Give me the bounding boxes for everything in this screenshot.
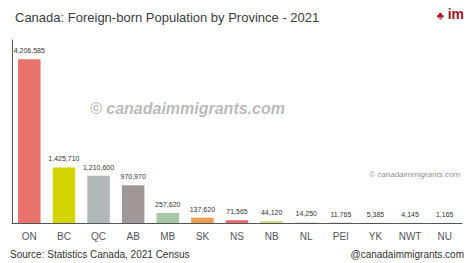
- svg-text:NL: NL: [300, 231, 313, 242]
- svg-text:© canadaimmigrants.com: © canadaimmigrants.com: [369, 170, 460, 179]
- svg-text:14,250: 14,250: [296, 210, 318, 217]
- svg-text:YK: YK: [369, 231, 383, 242]
- svg-text:BC: BC: [57, 231, 71, 242]
- svg-text:970,970: 970,970: [120, 173, 145, 180]
- svg-text:PEI: PEI: [333, 231, 349, 242]
- svg-text:44,120: 44,120: [261, 209, 283, 216]
- svg-text:AB: AB: [126, 231, 140, 242]
- svg-text:5,385: 5,385: [367, 211, 385, 218]
- svg-text:137,620: 137,620: [190, 206, 215, 213]
- svg-text:1,425,710: 1,425,710: [48, 155, 79, 162]
- svg-text:4,206,585: 4,206,585: [14, 47, 45, 54]
- svg-text:NU: NU: [437, 231, 451, 242]
- svg-text:257,620: 257,620: [155, 201, 180, 208]
- svg-text:Canada: Foreign-born Populatio: Canada: Foreign-born Population by Provi…: [15, 10, 319, 25]
- svg-text:1,165: 1,165: [436, 211, 454, 218]
- svg-text:71,565: 71,565: [226, 208, 248, 215]
- svg-text:© canadaimmigrants.com: © canadaimmigrants.com: [90, 100, 285, 117]
- svg-text:NS: NS: [230, 231, 244, 242]
- svg-text:1,210,600: 1,210,600: [83, 164, 114, 171]
- svg-text:im: im: [448, 6, 464, 22]
- svg-text:Source: Statistics Canada, 202: Source: Statistics Canada, 2021 Census: [10, 249, 190, 260]
- svg-text:4,145: 4,145: [401, 211, 419, 218]
- svg-text:11,765: 11,765: [330, 211, 351, 218]
- svg-text:ON: ON: [22, 231, 37, 242]
- svg-text:NB: NB: [265, 231, 279, 242]
- svg-text:SK: SK: [196, 231, 210, 242]
- svg-text:♣: ♣: [437, 9, 444, 21]
- svg-text:NWT: NWT: [399, 231, 422, 242]
- svg-text:QC: QC: [91, 231, 106, 242]
- svg-text:MB: MB: [160, 231, 175, 242]
- svg-text:@canadaimmigrants.com: @canadaimmigrants.com: [350, 249, 464, 260]
